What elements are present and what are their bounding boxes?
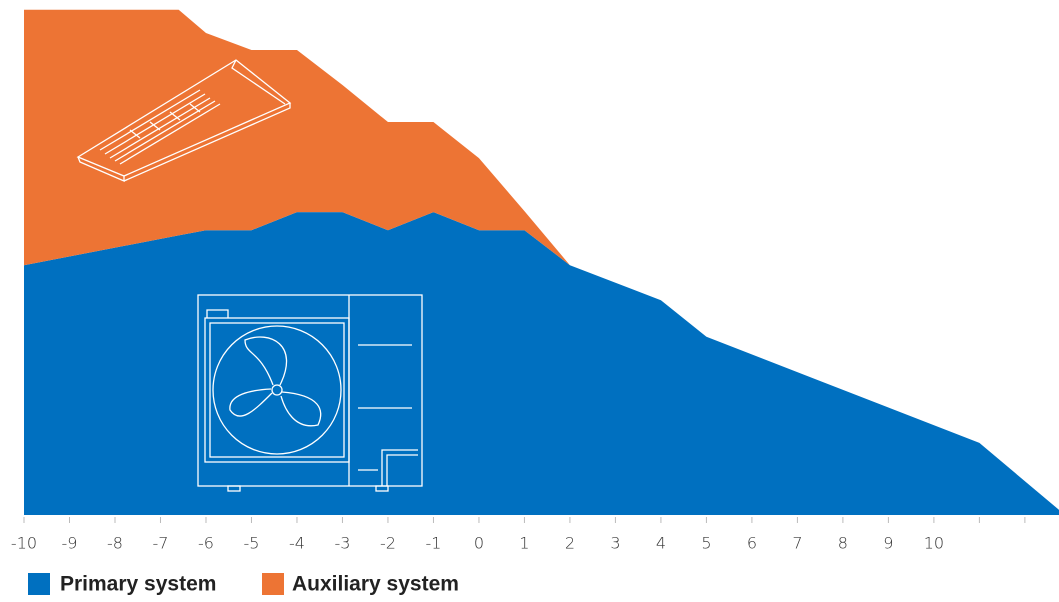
area: [24, 9, 1059, 510]
x-tick-label: -7: [153, 534, 169, 553]
x-tick-label: 7: [792, 534, 802, 553]
x-tick-label: -9: [62, 534, 78, 553]
x-tick-label: -10: [11, 534, 37, 553]
legend-swatch: [262, 573, 284, 595]
plot-area: [24, 9, 1059, 515]
x-tick-label: -5: [243, 534, 259, 553]
x-tick-label: 1: [519, 534, 529, 553]
heater-icon: [76, 59, 292, 182]
legend-label: Auxiliary system: [292, 573, 459, 596]
x-tick-label: 6: [747, 534, 757, 553]
legend-label: Primary system: [60, 573, 216, 596]
x-tick-label: 2: [565, 534, 575, 553]
x-tick-label: -4: [289, 534, 305, 553]
x-tick-label: -2: [380, 534, 396, 553]
x-tick-label: 4: [656, 534, 666, 553]
x-tick-label: -6: [198, 534, 214, 553]
heat-pump-icon: [197, 294, 423, 492]
x-tick-label: -3: [334, 534, 350, 553]
icons: [76, 59, 423, 492]
x-tick-label: 10: [924, 534, 944, 553]
area: [24, 212, 1059, 515]
x-tick-label: 0: [474, 534, 484, 553]
x-tick-label: 5: [701, 534, 711, 553]
legend-swatch: [28, 573, 50, 595]
x-tick-label: 3: [610, 534, 620, 553]
x-tick-label: 9: [883, 534, 893, 553]
x-tick-label: -1: [425, 534, 441, 553]
x-tick-label: -8: [107, 534, 123, 553]
x-tick-label: 8: [838, 534, 848, 553]
